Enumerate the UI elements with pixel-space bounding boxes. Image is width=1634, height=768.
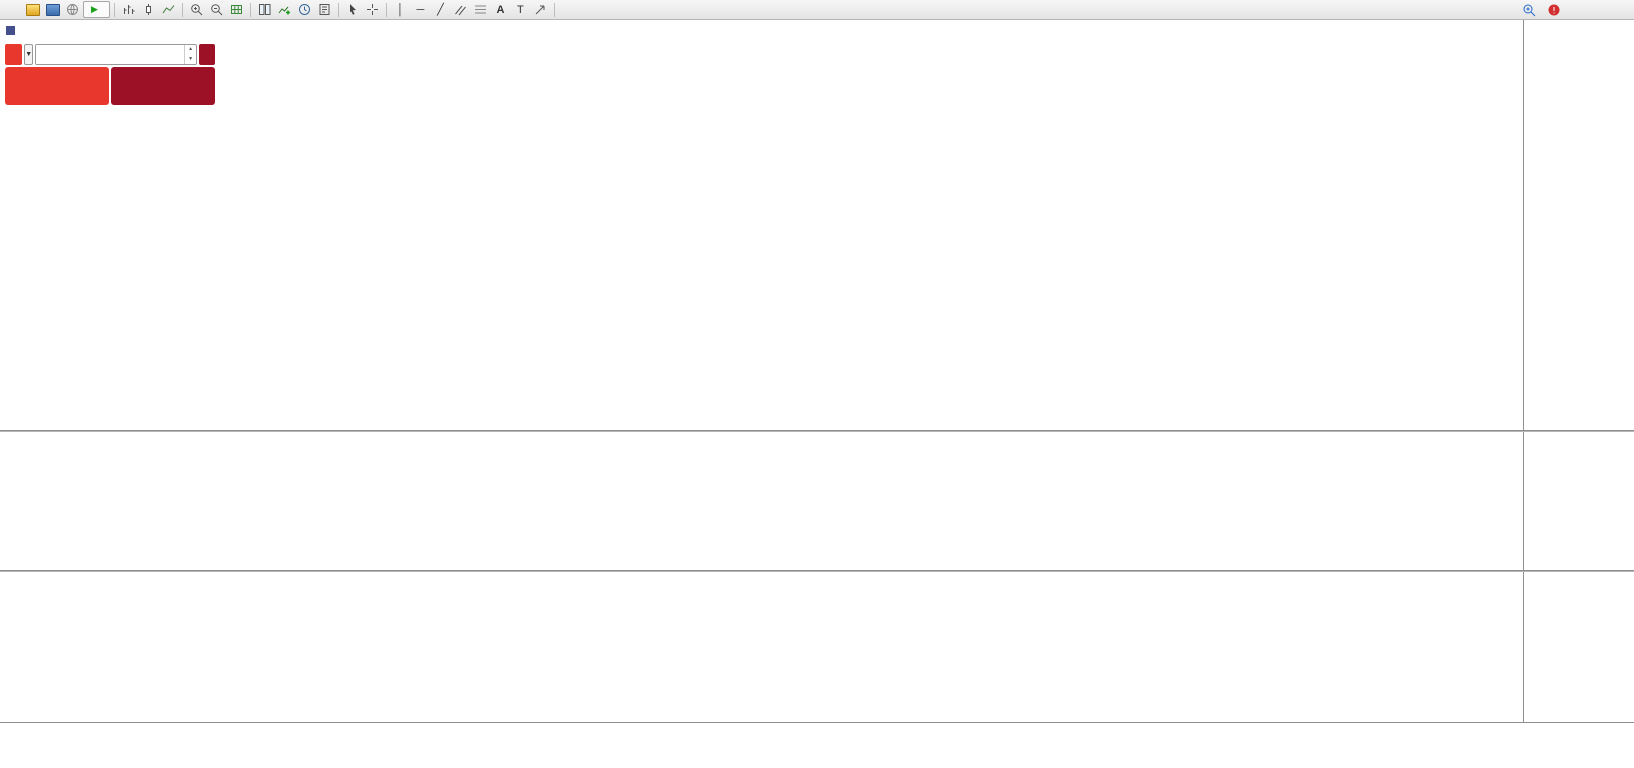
charts-icon[interactable]: [43, 1, 62, 18]
volume-box: ▲ ▼: [35, 44, 198, 65]
buy-price-panel[interactable]: [111, 67, 215, 105]
volume-spinner[interactable]: ▲ ▼: [184, 45, 196, 64]
toolbar-separator: [385, 2, 387, 17]
time-axis[interactable]: [0, 722, 1634, 768]
sell-button[interactable]: [5, 44, 23, 65]
macd-chart[interactable]: [0, 432, 1523, 570]
zoom-in-icon[interactable]: [187, 1, 206, 18]
one-click-trading-panel: ▼ ▲ ▼: [5, 44, 215, 105]
line-chart-mode-icon[interactable]: [159, 1, 178, 18]
search-zoom-icon[interactable]: [1519, 1, 1538, 18]
play-icon: ▶: [91, 4, 98, 14]
tile-windows-icon[interactable]: [255, 1, 274, 18]
panel-splitter[interactable]: [0, 570, 1634, 572]
spinner-down-icon[interactable]: ▼: [188, 55, 194, 62]
grid-icon[interactable]: [227, 1, 246, 18]
chart-symbol-icon: [6, 26, 15, 35]
sell-price-panel[interactable]: [5, 67, 109, 105]
text-icon[interactable]: A: [496, 3, 505, 16]
deposit-icon[interactable]: [23, 1, 42, 18]
new-order-button[interactable]: [3, 1, 22, 18]
text-label-icon[interactable]: T: [517, 3, 524, 16]
templates-icon[interactable]: [315, 1, 334, 18]
toolbar-separator: [337, 2, 339, 17]
equidistant-channel-icon[interactable]: [451, 1, 470, 18]
toolbar: ▶: [0, 0, 1634, 20]
symbol-info-label: [6, 26, 19, 35]
crosshair-icon[interactable]: [363, 1, 382, 18]
bar-chart-mode-icon[interactable]: [119, 1, 138, 18]
toolbar-right-group: [1519, 1, 1563, 18]
vertical-line-icon[interactable]: │: [396, 3, 404, 16]
spinner-up-icon[interactable]: ▲: [188, 46, 194, 53]
panel-splitter[interactable]: [0, 430, 1634, 432]
auto-trading-button[interactable]: ▶: [83, 1, 110, 18]
fibonacci-icon[interactable]: [471, 1, 490, 18]
candlestick-chart[interactable]: [0, 20, 1523, 430]
order-type-dropdown[interactable]: ▼: [24, 44, 34, 65]
zoom-out-icon[interactable]: [207, 1, 226, 18]
buy-button[interactable]: [199, 44, 215, 65]
price-axis[interactable]: [1523, 20, 1633, 722]
volume-input[interactable]: [36, 45, 185, 64]
cursor-icon[interactable]: [343, 1, 362, 18]
trendline-icon[interactable]: ╱: [437, 4, 444, 16]
indicators-icon[interactable]: [275, 1, 294, 18]
toolbar-separator: [249, 2, 251, 17]
toolbar-separator: [113, 2, 115, 17]
candlestick-mode-icon[interactable]: [139, 1, 158, 18]
arrows-icon[interactable]: [531, 1, 550, 18]
toolbar-separator: [181, 2, 183, 17]
community-icon[interactable]: [63, 1, 82, 18]
period-clock-icon[interactable]: [295, 1, 314, 18]
news-icon[interactable]: [1544, 1, 1563, 18]
toolbar-separator: [553, 2, 555, 17]
horizontal-line-icon[interactable]: ─: [416, 3, 425, 16]
rsi-chart[interactable]: [0, 572, 1523, 722]
